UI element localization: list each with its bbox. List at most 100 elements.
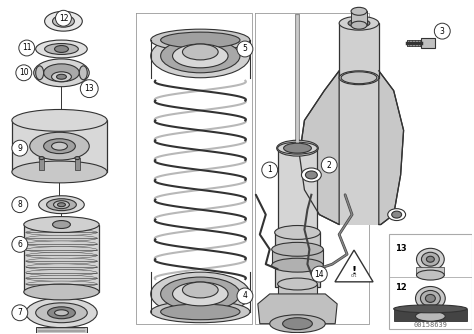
Ellipse shape [277,140,319,156]
Ellipse shape [26,298,97,328]
Circle shape [55,10,72,26]
Ellipse shape [30,132,89,160]
Ellipse shape [45,43,78,54]
Text: 6: 6 [18,240,22,249]
Bar [36,327,87,334]
Ellipse shape [351,21,367,29]
Ellipse shape [36,66,44,80]
Ellipse shape [151,272,250,316]
Ellipse shape [417,270,444,280]
Ellipse shape [58,18,68,24]
Circle shape [80,80,98,98]
Bar [416,308,445,316]
Ellipse shape [182,282,218,298]
Ellipse shape [26,281,97,287]
Text: 12: 12 [395,283,406,292]
Text: !: ! [351,266,356,276]
Circle shape [434,23,450,39]
Polygon shape [258,294,337,324]
Ellipse shape [26,247,97,253]
Ellipse shape [388,209,406,220]
Ellipse shape [52,142,67,150]
Ellipse shape [305,171,317,179]
Ellipse shape [348,19,370,27]
Circle shape [262,162,278,178]
Bar [394,309,467,321]
Text: 14: 14 [314,270,324,279]
Ellipse shape [272,242,323,256]
Circle shape [12,197,28,213]
Text: 1: 1 [267,165,272,174]
Ellipse shape [46,199,76,211]
Polygon shape [339,71,379,224]
Ellipse shape [275,225,320,239]
Polygon shape [379,71,403,224]
Bar [421,38,435,48]
Circle shape [321,157,337,173]
Text: 13: 13 [395,244,406,254]
Ellipse shape [12,110,107,131]
Ellipse shape [394,305,467,313]
Ellipse shape [351,7,367,15]
Ellipse shape [161,304,240,320]
Ellipse shape [47,307,75,319]
Ellipse shape [55,310,68,316]
Ellipse shape [26,229,97,235]
Ellipse shape [426,295,435,302]
Ellipse shape [278,278,317,290]
Ellipse shape [75,157,80,160]
Ellipse shape [417,248,444,270]
Ellipse shape [392,211,401,218]
Ellipse shape [36,40,87,58]
Ellipse shape [39,157,44,160]
Bar [339,23,379,78]
Text: 4: 4 [243,292,247,300]
Ellipse shape [79,66,87,80]
Ellipse shape [416,287,445,310]
Circle shape [311,266,327,282]
Ellipse shape [45,11,82,31]
Ellipse shape [26,270,97,276]
Ellipse shape [416,311,445,321]
Ellipse shape [421,252,439,266]
Ellipse shape [151,34,250,78]
Text: 9: 9 [18,144,22,153]
Ellipse shape [278,142,317,154]
Circle shape [237,41,253,57]
Ellipse shape [53,220,71,228]
Ellipse shape [420,291,440,306]
Ellipse shape [44,139,75,154]
Text: 7: 7 [18,308,22,317]
Ellipse shape [39,196,84,214]
Ellipse shape [151,301,250,323]
Ellipse shape [26,235,97,241]
Ellipse shape [151,29,250,51]
Bar [12,120,107,172]
Bar [275,232,320,287]
Bar [278,148,317,232]
Text: 8: 8 [18,200,22,209]
Bar [278,284,317,314]
Polygon shape [300,71,339,224]
Ellipse shape [52,72,72,82]
Bar [417,267,444,275]
Ellipse shape [55,45,68,52]
Bar [351,11,367,25]
Ellipse shape [301,168,321,182]
Ellipse shape [54,201,69,209]
Text: 12: 12 [59,14,68,23]
Ellipse shape [283,318,312,330]
Ellipse shape [182,44,218,60]
Ellipse shape [24,216,99,232]
Ellipse shape [57,203,65,207]
Ellipse shape [341,72,377,84]
Bar [75,158,80,170]
Ellipse shape [161,277,240,311]
Ellipse shape [173,282,228,306]
Bar [39,158,44,170]
Ellipse shape [161,32,240,48]
Polygon shape [335,250,373,282]
Circle shape [19,40,35,56]
Circle shape [237,288,253,304]
Circle shape [12,140,28,156]
